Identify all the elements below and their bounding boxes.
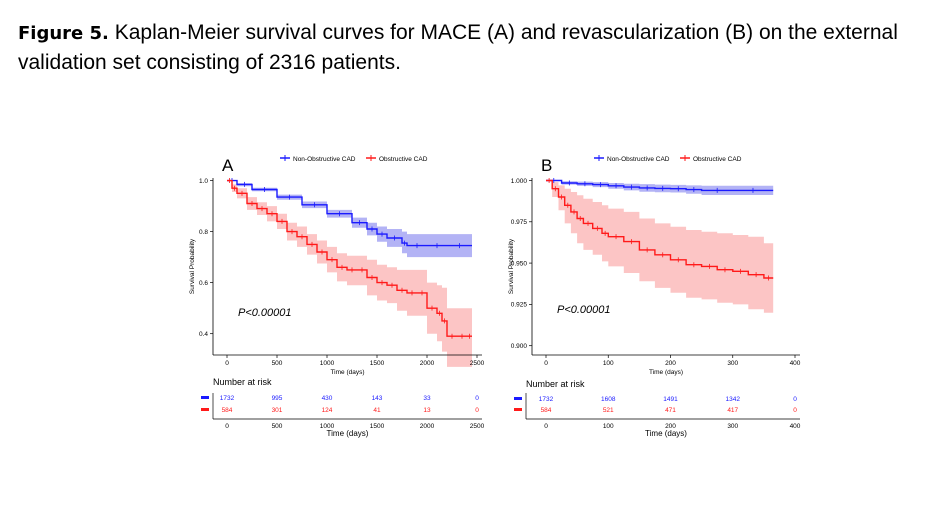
legend-label: Non-Obstructive CAD <box>293 156 356 163</box>
risk-count: 301 <box>272 407 283 414</box>
risk-x-tick-label: 0 <box>225 423 229 430</box>
p-value-annotation: P<0.00001 <box>557 304 611 316</box>
y-tick-label: 0.8 <box>199 229 208 236</box>
figure-label: Figure 5. <box>18 23 109 44</box>
panel-a: A Non-Obstructive CAD Obstructive CAD 0 500 1… <box>189 155 485 438</box>
risk-x-tick-label: 500 <box>272 423 283 430</box>
x-tick-label: 500 <box>272 360 283 367</box>
legend-label: Obstructive CAD <box>379 156 428 163</box>
risk-count: 1342 <box>726 396 741 403</box>
risk-x-tick-label: 2500 <box>470 423 485 430</box>
legend-label: Non-Obstructive CAD <box>607 156 670 163</box>
y-tick-label: 0.4 <box>199 331 208 338</box>
y-tick-label: 0.6 <box>199 280 208 287</box>
risk-x-axis-label: Time (days) <box>327 429 369 438</box>
risk-count: 1608 <box>601 396 616 403</box>
risk-count: 521 <box>603 407 614 414</box>
risk-x-tick-label: 200 <box>665 423 676 430</box>
legend-label: Obstructive CAD <box>693 156 742 163</box>
risk-count: 143 <box>372 395 383 402</box>
y-tick-label: 0.900 <box>511 343 528 350</box>
x-tick-label: 200 <box>665 360 676 367</box>
x-axis-label: Time (days) <box>330 369 364 376</box>
risk-x-tick-label: 300 <box>727 423 738 430</box>
x-tick-label: 0 <box>225 360 229 367</box>
risk-count: 13 <box>423 407 431 414</box>
risk-count: 417 <box>727 407 738 414</box>
risk-x-axis-label: Time (days) <box>645 429 687 438</box>
risk-count: 1732 <box>220 395 235 402</box>
panel-label: B <box>541 156 552 175</box>
risk-count: 430 <box>322 395 333 402</box>
risk-x-tick-label: 1000 <box>320 423 335 430</box>
figure-caption-text: Kaplan-Meier survival curves for MACE (A… <box>18 21 898 74</box>
risk-count: 0 <box>475 407 479 414</box>
risk-x-tick-label: 2000 <box>420 423 435 430</box>
panel-label: A <box>222 156 234 175</box>
risk-count: 1732 <box>539 396 554 403</box>
risk-count: 33 <box>423 395 431 402</box>
risk-count: 584 <box>541 407 552 414</box>
risk-x-tick-label: 0 <box>544 423 548 430</box>
risk-table-title: Number at risk <box>526 379 585 389</box>
risk-count: 124 <box>322 407 333 414</box>
risk-count: 471 <box>665 407 676 414</box>
y-tick-label: 0.975 <box>511 219 528 226</box>
y-tick-label: 1.000 <box>511 178 528 185</box>
x-tick-label: 300 <box>727 360 738 367</box>
risk-x-tick-label: 100 <box>603 423 614 430</box>
risk-count: 995 <box>272 395 283 402</box>
confidence-band-obstructive <box>227 180 472 367</box>
confidence-band-non-obstructive <box>227 180 472 258</box>
x-tick-label: 1500 <box>370 360 385 367</box>
x-tick-label: 1000 <box>320 360 335 367</box>
survival-curve-non-obstructive <box>546 179 774 192</box>
risk-table-title: Number at risk <box>213 377 272 387</box>
x-axis-label: Time (days) <box>649 369 683 376</box>
risk-x-tick-label: 400 <box>790 423 801 430</box>
x-tick-label: 100 <box>603 360 614 367</box>
risk-count: 0 <box>793 407 797 414</box>
risk-count: 1491 <box>663 396 678 403</box>
y-axis-label: Survival Probability <box>189 238 196 294</box>
y-tick-label: 1.0 <box>199 178 208 185</box>
y-tick-label: 0.950 <box>511 260 528 267</box>
y-tick-label: 0.925 <box>511 302 528 309</box>
x-tick-label: 400 <box>790 360 801 367</box>
p-value-annotation: P<0.00001 <box>238 307 292 319</box>
figure-caption: Figure 5. Kaplan-Meier survival curves f… <box>18 18 928 77</box>
risk-count: 0 <box>475 395 479 402</box>
risk-count: 41 <box>373 407 381 414</box>
y-axis-label: Survival Probability <box>508 238 515 294</box>
panel-b: B Non-Obstructive CAD Obstructive CAD 0 100 2… <box>508 155 801 438</box>
confidence-band-obstructive <box>546 180 774 313</box>
x-tick-label: 0 <box>544 360 548 367</box>
x-tick-label: 2000 <box>420 360 435 367</box>
risk-count: 0 <box>793 396 797 403</box>
x-tick-label: 2500 <box>470 360 485 367</box>
risk-x-tick-label: 1500 <box>370 423 385 430</box>
risk-count: 584 <box>222 407 233 414</box>
